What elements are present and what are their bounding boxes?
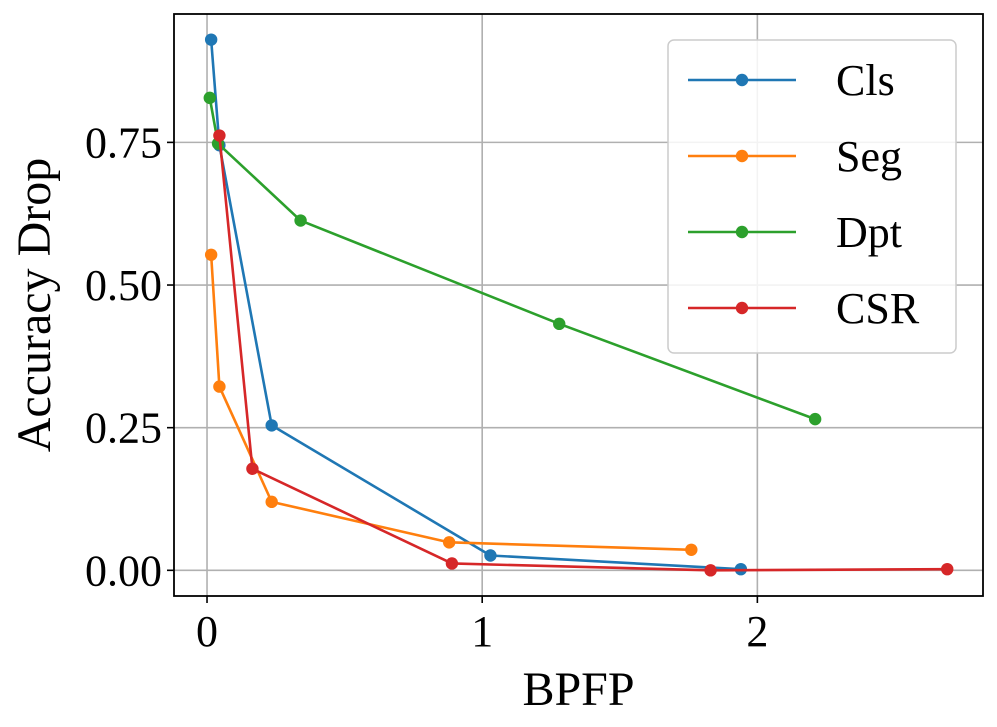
x-axis-label: BPFP bbox=[522, 663, 634, 716]
legend: Cls Seg Dpt CSR bbox=[667, 39, 957, 354]
legend-marker-seg bbox=[735, 149, 749, 163]
data-point-cls bbox=[265, 419, 278, 432]
legend-marker-cls bbox=[735, 73, 749, 87]
data-point-dpt bbox=[203, 91, 216, 105]
data-point-cls bbox=[484, 549, 497, 562]
data-point-seg bbox=[265, 495, 278, 509]
series-csr bbox=[213, 129, 954, 577]
y-tick-label: 0.75 bbox=[85, 118, 162, 167]
legend-label-csr: CSR bbox=[836, 284, 920, 333]
data-point-seg bbox=[204, 248, 218, 261]
data-point-csr bbox=[246, 462, 259, 475]
plot-frame bbox=[173, 13, 984, 597]
data-point-seg bbox=[442, 536, 456, 549]
legend-label-cls: Cls bbox=[836, 56, 895, 105]
legend-label-dpt: Dpt bbox=[836, 208, 902, 257]
data-point-dpt bbox=[808, 412, 822, 426]
x-tick-label: 1 bbox=[471, 607, 493, 656]
data-point-csr bbox=[445, 557, 459, 570]
legend-marker-csr bbox=[735, 301, 749, 315]
legend-label-seg: Seg bbox=[836, 132, 902, 181]
series-layer bbox=[203, 33, 954, 577]
legend-box bbox=[667, 39, 957, 354]
series-seg bbox=[204, 248, 698, 556]
y-tick-label: 0.50 bbox=[85, 261, 162, 310]
x-tick-label: 2 bbox=[746, 607, 768, 656]
data-point-seg bbox=[685, 543, 698, 556]
data-point-dpt bbox=[294, 214, 307, 227]
legend-marker-dpt bbox=[735, 225, 749, 239]
data-point-dpt bbox=[553, 317, 566, 331]
y-tick-label: 0.00 bbox=[85, 546, 162, 595]
y-axis-label: Accuracy Drop bbox=[8, 158, 61, 453]
data-point-csr bbox=[941, 562, 954, 576]
x-tick-label: 0 bbox=[196, 607, 218, 656]
axis-ticks: 0 1 2 0.00 0.25 0.50 0.75 bbox=[85, 118, 768, 656]
data-point-csr bbox=[213, 129, 226, 142]
series-dpt bbox=[203, 91, 822, 426]
data-point-cls bbox=[204, 33, 218, 46]
data-point-csr bbox=[704, 564, 717, 577]
data-point-seg bbox=[213, 380, 226, 393]
y-tick-label: 0.25 bbox=[85, 404, 162, 453]
